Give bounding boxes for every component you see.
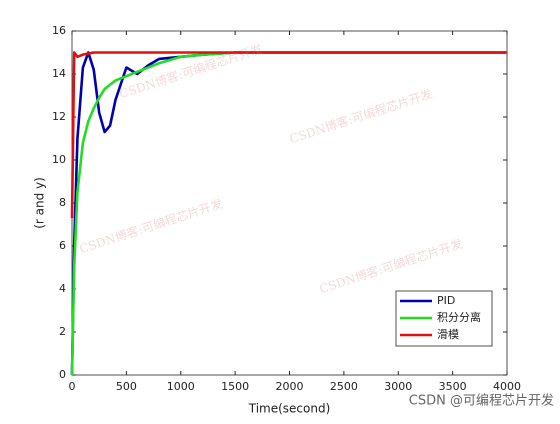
x-tick-label: 500 [116, 380, 137, 393]
y-tick-label: 4 [59, 282, 66, 295]
x-tick-label: 3000 [384, 380, 412, 393]
y-tick-label: 16 [52, 24, 66, 37]
x-tick-label: 2000 [276, 380, 304, 393]
x-tick-label: 0 [69, 380, 76, 393]
x-tick-label: 3500 [439, 380, 467, 393]
y-tick-label: 10 [52, 153, 66, 166]
x-tick-label: 1500 [221, 380, 249, 393]
x-axis-label: Time(second) [248, 402, 331, 416]
legend-label: PID [437, 294, 455, 307]
y-tick-label: 2 [59, 325, 66, 338]
y-tick-label: 6 [59, 239, 66, 252]
series-line [70, 51, 507, 376]
x-tick-label: 4000 [493, 380, 521, 393]
x-tick-label: 1000 [167, 380, 195, 393]
legend-label: 积分分离 [437, 310, 481, 324]
legend-label: 滑模 [437, 328, 459, 341]
y-tick-label: 0 [59, 368, 66, 381]
y-tick-label: 12 [52, 110, 66, 123]
watermark: CSDN @可编程芯片开发 [409, 393, 554, 409]
y-tick-label: 8 [59, 196, 66, 209]
y-tick-label: 14 [52, 67, 66, 80]
x-tick-label: 2500 [330, 380, 358, 393]
series-line [70, 51, 507, 219]
y-axis-label: (r and y) [33, 177, 47, 229]
